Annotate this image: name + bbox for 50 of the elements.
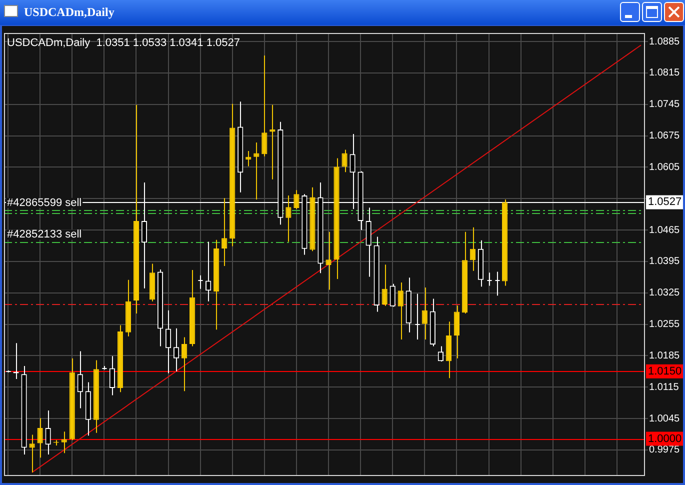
y-tick-label: 1.0745 <box>649 99 680 110</box>
candlestick <box>422 286 428 340</box>
y-tick-label: 1.0115 <box>649 382 680 393</box>
y-tick-label: 1.0395 <box>649 256 680 268</box>
y-tick-label: 1.0465 <box>649 224 680 236</box>
candlestick <box>37 418 43 458</box>
candlestick <box>254 142 260 200</box>
candlestick <box>173 328 180 372</box>
candlestick <box>342 149 348 173</box>
ref-line-label: 1.0000 <box>648 432 682 445</box>
candlestick <box>29 434 35 473</box>
candlestick <box>198 274 204 290</box>
candlestick <box>77 350 83 409</box>
candlestick <box>286 194 292 242</box>
ref-line-label: 1.0527 <box>648 196 682 208</box>
candlestick <box>45 410 51 455</box>
candlestick <box>470 226 476 272</box>
ref-line-label: 1.0150 <box>648 365 682 378</box>
y-tick-label: 0.9975 <box>649 444 680 456</box>
candlestick <box>382 264 388 306</box>
candlestick <box>398 282 404 340</box>
y-tick-label: 1.0185 <box>649 350 680 362</box>
candlestick <box>165 310 172 374</box>
y-tick-label: 1.0325 <box>649 288 680 299</box>
y-tick-label: 1.0815 <box>649 68 680 79</box>
candlestick <box>294 190 300 210</box>
candlestick <box>414 293 420 340</box>
candlestick <box>326 231 332 290</box>
candlestick <box>454 304 460 359</box>
candlestick <box>262 54 268 157</box>
candlestick <box>181 336 188 392</box>
y-tick-label: 1.0045 <box>649 413 680 424</box>
candlestick <box>486 272 492 286</box>
y-tick-label: 1.0675 <box>649 130 680 142</box>
candlestick <box>494 271 500 296</box>
candlestick <box>366 207 372 278</box>
ref-line-label: #42865599 sell <box>7 196 82 209</box>
candlestick <box>109 356 115 396</box>
ref-line-label: #42852133 sell <box>7 228 82 241</box>
candlestick <box>390 283 396 308</box>
candlestick <box>206 241 212 302</box>
candlestick <box>446 321 452 379</box>
candlestick <box>438 346 444 362</box>
y-tick-label: 1.0255 <box>649 319 680 330</box>
chart-title: USDCADm,Daily <box>24 5 114 20</box>
candlestick <box>222 198 228 266</box>
y-tick-label: 1.0605 <box>649 162 680 173</box>
y-tick-label: 1.0885 <box>649 36 680 48</box>
chart-subtitle: USDCADm,Daily 1.0351 1.0533 1.0341 1.0527 <box>7 37 240 50</box>
candlestick <box>61 431 67 454</box>
